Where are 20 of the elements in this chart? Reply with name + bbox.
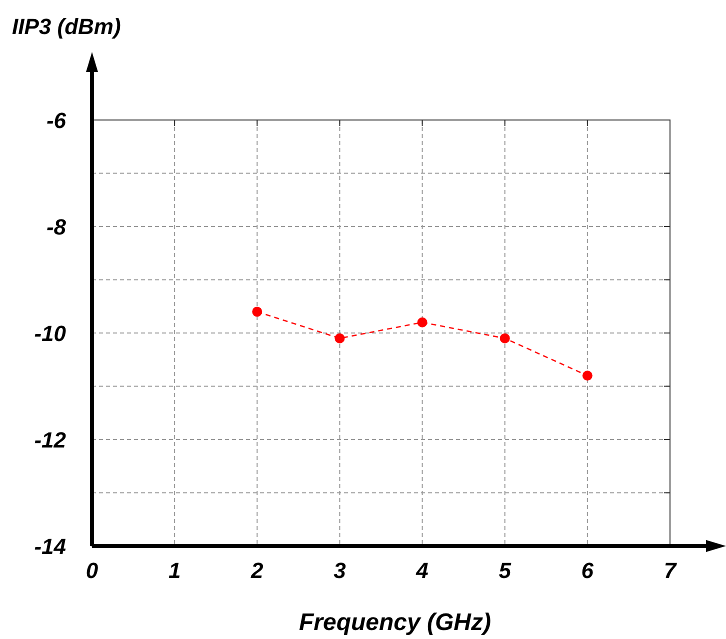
y-tick-label: -8 [46, 214, 67, 240]
x-tick-label: 7 [664, 558, 678, 583]
point [417, 317, 428, 328]
y-tick-label: -14 [34, 534, 66, 559]
point [334, 333, 345, 344]
x-tick-label: 5 [498, 558, 512, 583]
y-tick-label: -6 [46, 108, 67, 133]
x-axis-title: Frequency (GHz) [298, 609, 492, 636]
x-tick-label: 3 [334, 558, 346, 583]
point [252, 306, 262, 317]
y-tick-label: -12 [34, 428, 67, 452]
x-tick-label: 0 [86, 558, 99, 583]
x-tick-label: 1 [168, 558, 181, 583]
point [500, 333, 510, 344]
x-tick-label: 4 [415, 558, 428, 583]
x-tick-label: 6 [581, 558, 594, 583]
y-tick-label: -10 [34, 321, 67, 346]
x-tick-label: 2 [250, 558, 264, 583]
y-axis-title: IIP3 (dBm) [12, 14, 121, 39]
point [582, 370, 592, 381]
